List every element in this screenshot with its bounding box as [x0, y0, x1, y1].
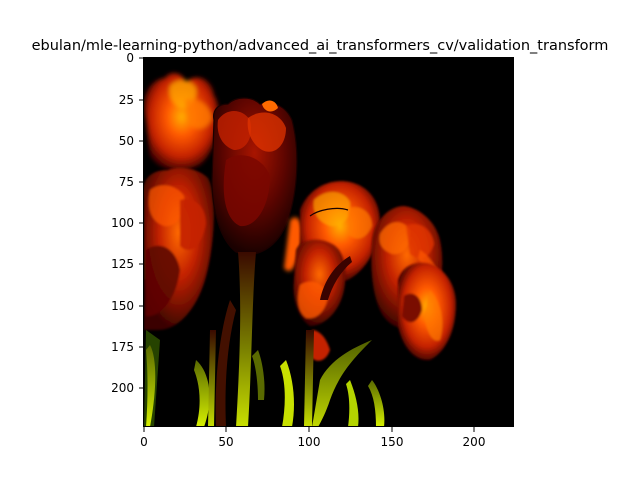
- y-tick-label: 100: [111, 216, 134, 230]
- figure-title: ebulan/mle-learning-python/advanced_ai_t…: [32, 38, 609, 54]
- y-axis: 0 25 50 75 100 125 150 175 200: [111, 51, 144, 395]
- x-axis: 0 50 100 150 200: [140, 427, 485, 449]
- x-tick-label: 200: [463, 435, 486, 449]
- y-tick-label: 125: [111, 257, 134, 271]
- axes-frame: [143, 57, 514, 427]
- y-tick-label: 50: [119, 134, 134, 148]
- x-tick-label: 50: [218, 435, 233, 449]
- x-tick-label: 0: [140, 435, 148, 449]
- y-tick-label: 175: [111, 340, 134, 354]
- y-tick-label: 75: [119, 175, 134, 189]
- tulip-image: [144, 58, 514, 427]
- y-tick-label: 25: [119, 93, 134, 107]
- y-tick-label: 150: [111, 299, 134, 313]
- y-tick-label: 200: [111, 381, 134, 395]
- x-tick-label: 150: [381, 435, 404, 449]
- x-tick-label: 100: [298, 435, 321, 449]
- y-tick-label: 0: [126, 51, 134, 65]
